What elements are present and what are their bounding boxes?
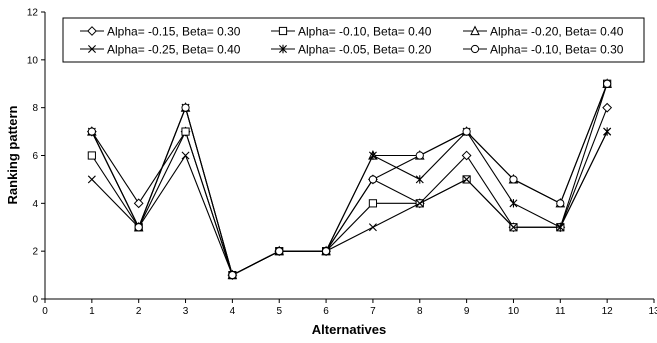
legend-label: Alpha= -0.05, Beta= 0.20 [298, 43, 432, 57]
data-point-circle [368, 175, 378, 184]
x-tick-label: 2 [136, 306, 142, 317]
series-line [91, 83, 608, 276]
data-point-star [556, 223, 565, 232]
data-point-circle [603, 79, 612, 88]
data-point-x [368, 223, 377, 232]
legend-item: Alpha= -0.05, Beta= 0.20 [271, 43, 432, 57]
x-ticks: 0 1 2 3 4 5 6 7 8 9 10 11 12 13 [42, 299, 657, 317]
series-1 [86, 102, 613, 280]
legend-label: Alpha= -0.20, Beta= 0.40 [490, 25, 624, 39]
y-tick-label: 0 [32, 295, 38, 306]
legend-label: Alpha= -0.25, Beta= 0.40 [107, 43, 241, 57]
x-tick-label: 9 [464, 306, 470, 317]
data-point-x [181, 151, 190, 160]
data-point-circle [134, 223, 143, 232]
x-tick-label: 5 [276, 306, 282, 317]
x-tick-label: 3 [183, 306, 189, 317]
data-point-x [415, 199, 424, 208]
y-tick-label: 12 [27, 8, 39, 19]
legend-marker-x [88, 45, 96, 53]
legend-label: Alpha= -0.10, Beta= 0.30 [490, 43, 624, 57]
x-tick-label: 12 [602, 306, 614, 317]
data-point-star [368, 151, 377, 160]
legend-box [62, 17, 645, 63]
legend-marker-square [278, 26, 288, 36]
x-tick-label: 13 [648, 306, 657, 317]
data-point-square [181, 127, 190, 136]
data-point-circle [228, 270, 237, 280]
x-axis-title: Alternatives [312, 322, 386, 337]
x-tick-label: 6 [323, 306, 329, 317]
data-point-diamond [133, 198, 144, 209]
series-group [86, 78, 613, 280]
series-3 [87, 78, 612, 280]
data-point-circle [415, 151, 424, 160]
legend-marker-circle [470, 44, 480, 54]
data-point-circle [462, 127, 471, 136]
y-tick-label: 4 [32, 199, 38, 210]
legend-label: Alpha= -0.10, Beta= 0.40 [298, 25, 432, 39]
legend-marker-star [279, 44, 287, 54]
data-point-square [87, 151, 96, 160]
data-point-x [87, 175, 96, 184]
legend-label: Alpha= -0.15, Beta= 0.30 [107, 25, 241, 39]
y-tick-label: 6 [32, 151, 38, 162]
data-point-star [603, 127, 612, 136]
x-tick-label: 8 [417, 306, 423, 317]
series-line [91, 107, 608, 276]
data-point-diamond [602, 102, 613, 113]
data-point-circle [87, 127, 96, 136]
y-ticks: 0 2 4 6 8 10 12 [27, 8, 45, 306]
legend-marker-triangle [470, 25, 480, 36]
series-line [91, 83, 608, 276]
x-tick-label: 7 [370, 306, 376, 317]
series-6 [87, 79, 612, 280]
data-point-circle [509, 175, 518, 184]
y-tick-label: 8 [32, 103, 38, 114]
data-point-star [509, 199, 518, 208]
data-point-star [415, 175, 424, 184]
series-line [91, 105, 608, 276]
legend: Alpha= -0.15, Beta= 0.30 Alpha= -0.10, Be… [62, 17, 645, 63]
data-point-circle [556, 199, 565, 208]
y-tick-label: 10 [27, 55, 39, 66]
legend-item: Alpha= -0.10, Beta= 0.30 [463, 43, 624, 57]
x-tick-label: 4 [230, 306, 236, 317]
series-line [91, 131, 608, 276]
x-tick-label: 1 [89, 306, 95, 317]
x-tick-label: 10 [508, 306, 520, 317]
data-point-circle [181, 103, 190, 112]
legend-marker-diamond [87, 26, 97, 36]
x-tick-label: 0 [42, 306, 48, 317]
data-point-diamond [461, 150, 472, 161]
y-tick-label: 2 [32, 247, 38, 258]
legend-item: Alpha= -0.15, Beta= 0.30 [80, 25, 241, 39]
data-point-square [368, 199, 378, 208]
legend-item: Alpha= -0.20, Beta= 0.40 [463, 25, 624, 39]
series-line [91, 83, 608, 276]
x-tick-label: 11 [555, 306, 566, 317]
y-axis-title: Ranking pattern [5, 105, 20, 204]
data-point-circle [275, 247, 284, 256]
legend-item: Alpha= -0.25, Beta= 0.40 [80, 43, 241, 57]
data-point-circle [321, 247, 331, 256]
data-point-x [509, 223, 518, 232]
series-5 [87, 103, 612, 280]
series-2 [87, 79, 612, 280]
legend-item: Alpha= -0.10, Beta= 0.40 [271, 25, 432, 39]
data-point-x [462, 175, 471, 184]
